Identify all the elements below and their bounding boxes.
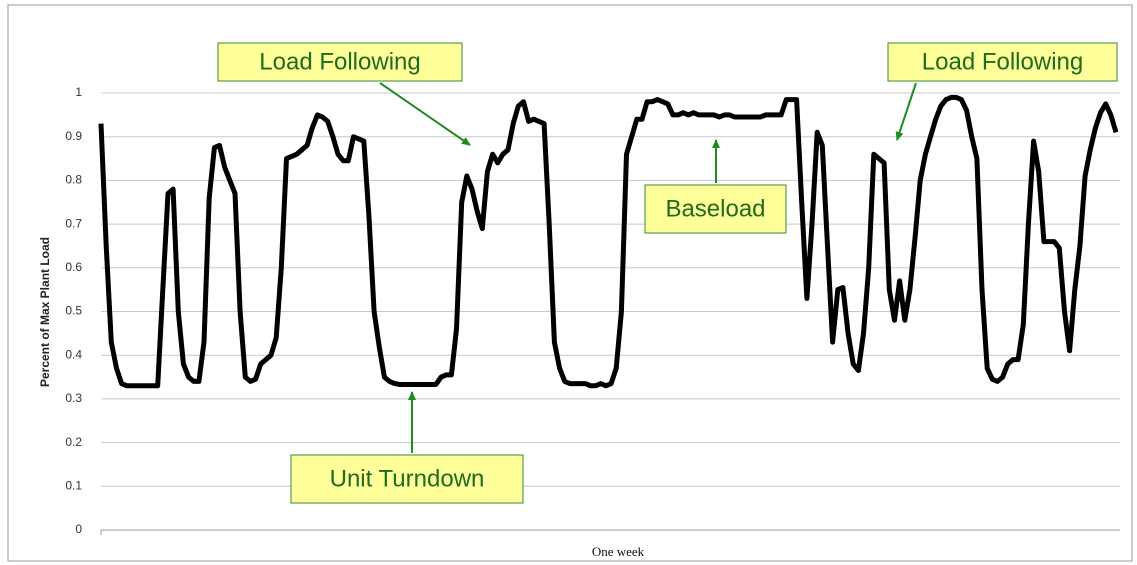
data-line	[98, 94, 1119, 389]
annotation-text: Load Following	[922, 48, 1083, 75]
annotation-text: Unit Turndown	[330, 465, 485, 492]
annotation-box	[290, 454, 524, 504]
y-tick-label: 0.3	[65, 391, 82, 405]
y-tick-label: 1	[75, 85, 82, 99]
y-tick-label: 0.2	[65, 435, 82, 449]
y-tick-label: 0.1	[65, 478, 82, 492]
annotation-text: Load Following	[259, 48, 420, 75]
y-tick-label: 0	[75, 522, 82, 536]
annotation-box	[887, 42, 1118, 82]
annotation-arrow	[895, 82, 917, 141]
y-tick-label: 0.8	[65, 173, 82, 187]
y-tick-label: 0.7	[65, 216, 82, 230]
y-tick-label: 0.9	[65, 129, 82, 143]
annotation-box	[644, 184, 787, 234]
y-tick-label: 0.5	[65, 304, 82, 318]
y-tick-label: 0.4	[65, 347, 82, 361]
annotation-text: Baseload	[665, 195, 765, 222]
y-tick-label: 0.6	[65, 260, 82, 274]
annotation-arrow	[379, 82, 471, 146]
y-axis-label: Percent of Max Plant Load	[38, 237, 52, 387]
annotation-box	[217, 42, 463, 82]
x-axis-label: One week	[592, 544, 645, 559]
